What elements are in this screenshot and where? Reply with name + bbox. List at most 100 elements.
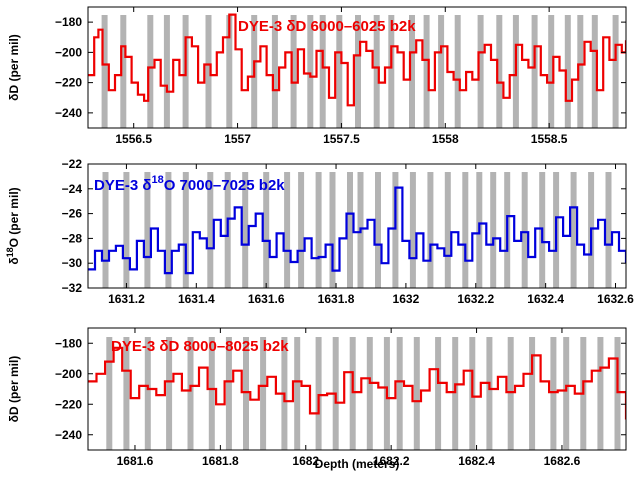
layer-marker [490, 172, 497, 288]
layer-marker [307, 15, 314, 128]
layer-marker [355, 15, 361, 128]
layer-marker [550, 337, 557, 450]
x-tick-label: 1556.5 [115, 132, 152, 146]
layer-marker [570, 172, 577, 288]
layer-marker [315, 172, 322, 288]
layer-marker [577, 15, 584, 128]
layer-marker [486, 337, 493, 450]
layer-marker [294, 337, 301, 450]
layer-marker [225, 337, 232, 450]
layer-marker [388, 15, 395, 128]
layer-marker [329, 172, 336, 288]
x-tick-label: 1631.2 [108, 292, 145, 306]
x-tick-label: 1632.6 [597, 292, 634, 306]
panel-title: DYE-3 δD 6000–6025 b2k [238, 18, 416, 35]
layer-marker [614, 337, 621, 450]
y-tick-label: −28 [62, 231, 83, 245]
x-tick-label: 1632.4 [527, 292, 564, 306]
layer-marker [413, 337, 420, 450]
y-tick-label: −22 [62, 157, 83, 171]
layer-marker [564, 15, 571, 128]
layer-marker [444, 172, 451, 288]
layer-marker [319, 15, 326, 128]
layer-marker [260, 337, 267, 450]
x-tick-label: 1632.2 [457, 292, 494, 306]
layer-marker [427, 172, 434, 288]
y-tick-label: −200 [55, 367, 82, 381]
panel-title: DYE-3 δD 8000–8025 b2k [111, 338, 289, 355]
layer-marker [120, 15, 127, 128]
layer-marker [496, 15, 503, 128]
data-series-line [88, 186, 626, 275]
layer-marker [102, 172, 109, 288]
layer-marker [147, 15, 154, 128]
layer-marker [435, 337, 442, 450]
axes-box [87, 327, 627, 451]
y-tick-label: −26 [62, 207, 83, 221]
layer-marker [106, 337, 113, 450]
layer-marker [243, 337, 249, 450]
layer-marker [263, 172, 270, 288]
layer-marker [315, 337, 322, 450]
x-tick-label: 1682.4 [458, 454, 495, 468]
x-tick-label: 1682 [292, 454, 319, 468]
x-tick-label: 1557.5 [323, 132, 360, 146]
x-tick-label: 1631.6 [248, 292, 285, 306]
x-tick-label: 1558 [432, 132, 459, 146]
x-axis-label: Depth (meters) [315, 457, 400, 471]
y-tick-label: −30 [62, 256, 83, 270]
layer-marker [438, 15, 445, 128]
layer-marker [396, 337, 403, 450]
layer-marker [123, 337, 130, 450]
layer-marker [165, 172, 172, 288]
layer-marker [521, 172, 528, 288]
layer-marker [375, 172, 381, 288]
layer-marker [373, 15, 380, 128]
layer-marker [166, 337, 173, 450]
y-tick-label: −240 [55, 428, 82, 442]
layer-marker [144, 337, 151, 450]
y-axis-label: δ18O (per mil) [5, 187, 21, 264]
layer-marker [409, 15, 415, 128]
layer-marker [597, 337, 604, 450]
layer-marker [507, 337, 514, 450]
y-axis-label: δD (per mil) [7, 34, 21, 101]
layer-marker [349, 337, 356, 450]
panel-3: 1681.6 1681.8 1682 1682.2 1682.4 1682.6 −240 −2… [7, 327, 627, 468]
layer-marker [144, 172, 151, 288]
x-tick-label: 1682.6 [544, 454, 581, 468]
y-tick-label: −180 [55, 336, 82, 350]
x-tick-label: 1632 [393, 292, 420, 306]
x-tick-label: 1631.8 [318, 292, 355, 306]
layer-marker [290, 15, 297, 128]
layer-marker [529, 337, 536, 450]
layer-marker [347, 172, 353, 288]
layer-marker [187, 337, 194, 450]
x-tick-label: 1557 [224, 132, 251, 146]
y-tick-label: −220 [55, 397, 82, 411]
annual-layer-markers [101, 15, 619, 128]
layer-marker [284, 172, 291, 288]
y-tick-label: −220 [55, 76, 82, 90]
axes-box [87, 163, 627, 289]
layer-marker [207, 172, 214, 288]
layer-marker [392, 172, 399, 288]
x-tick-label: 1681.8 [202, 454, 239, 468]
layer-marker [182, 172, 189, 288]
y-axis-label: δD (per mil) [7, 356, 21, 423]
layer-marker [454, 15, 461, 128]
layer-marker [336, 15, 343, 128]
x-tick-label: 1631.4 [178, 292, 215, 306]
layer-marker [208, 337, 215, 450]
axes-box [87, 6, 627, 129]
panel-2: 1631.2 1631.4 1631.6 1631.8 1632 1632.2 1632.4… [5, 157, 634, 306]
layer-marker [298, 172, 305, 288]
layer-marker [163, 15, 170, 128]
layer-marker [548, 15, 555, 128]
layer-marker [462, 172, 469, 288]
layer-marker [123, 172, 130, 288]
data-series-line [88, 346, 626, 420]
x-tick-label: 1682.2 [373, 454, 410, 468]
x-tick-label: 1681.6 [117, 454, 154, 468]
y-tick-label: −240 [55, 106, 82, 120]
